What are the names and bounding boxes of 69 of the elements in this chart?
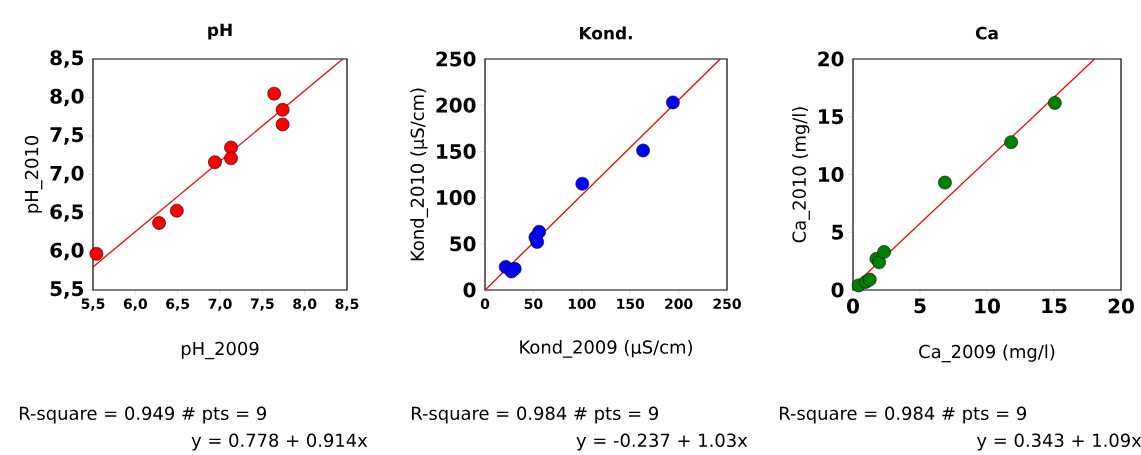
x-tick-label: 0 [480,298,490,310]
chart-title: Kond. [580,26,632,40]
point [267,86,281,101]
point [275,103,290,117]
y-tick-label: 8,5 [50,50,84,68]
y-tick-label: 5,5 [50,281,84,299]
text: y = 0.343 + 1.09x [977,433,1141,451]
point [152,216,166,230]
x-tick-label: 5,5 [81,298,105,311]
x-tick-label: 7,0 [208,298,232,311]
x-tick-label: 150 [617,298,645,310]
point [862,272,877,287]
x-tick-label: 5 [914,298,926,314]
x-tick-label: 20 [1108,298,1134,314]
chart-title: pH [208,23,232,40]
point [938,175,952,190]
point [575,176,590,191]
x-tick-label: 7,5 [250,298,274,311]
y-tick-label: 10 [819,166,844,183]
y-tick-label: 15 [819,109,844,125]
y-axis-title: pH_2010 [24,135,43,213]
x-axis-title: Ca_2009 (mg/l) [919,344,1055,363]
point [89,247,104,261]
y-tick-label: 8,0 [50,88,84,107]
x-axis-title: Kond_2009 (µS/cm) [520,339,692,358]
text: y = -0.237 + 1.03x [576,433,748,451]
y-tick-label: 200 [436,97,476,113]
point [224,151,238,166]
x-tick-label: 8,0 [293,298,317,311]
point [877,245,891,259]
text: R-square = 0.949 # pts = 9 [19,406,267,424]
x-tick-label: 6,0 [123,298,148,311]
y-tick-label: 6,5 [50,204,84,222]
y-tick-label: 0 [463,282,476,298]
y-tick-label: 5 [832,224,844,240]
point [170,203,184,218]
y-tick-label: 7,0 [50,165,84,184]
x-tick-label: 200 [665,298,693,310]
point [1004,135,1018,149]
x-tick-label: 250 [713,298,741,310]
x-tick-label: 10 [975,298,1000,314]
x-tick-label: 15 [1042,298,1067,314]
x-tick-label: 8,5 [335,298,359,311]
x-tick-label: 6,5 [166,298,190,311]
x-tick-label: 0 [847,298,859,314]
point [208,155,222,169]
point [872,255,886,270]
y-tick-label: 50 [450,236,476,252]
text: y = 0.778 + 0.914x [191,433,368,451]
point [1048,96,1062,110]
y-tick-label: 6,0 [50,242,84,261]
y-tick-label: 20 [818,51,844,67]
point [666,95,680,110]
x-tick-label: 50 [524,298,543,310]
y-axis-title: Kond_2010 (µS/cm) [410,88,429,261]
point [532,224,546,239]
text: R-square = 0.984 # pts = 9 [779,406,1027,424]
y-tick-label: 150 [437,143,476,159]
y-tick-label: 0 [831,282,844,298]
text: R-square = 0.984 # pts = 9 [411,406,659,424]
y-axis-title: Ca_2010 (mg/l) [792,107,810,243]
point [636,143,650,158]
x-axis-title: pH_2009 [181,341,259,360]
y-tick-label: 7,5 [50,127,84,145]
point [275,117,290,132]
y-tick-label: 100 [437,190,476,206]
chart-title: Ca [975,26,998,40]
y-tick-label: 250 [436,51,476,67]
x-tick-label: 100 [568,298,596,310]
